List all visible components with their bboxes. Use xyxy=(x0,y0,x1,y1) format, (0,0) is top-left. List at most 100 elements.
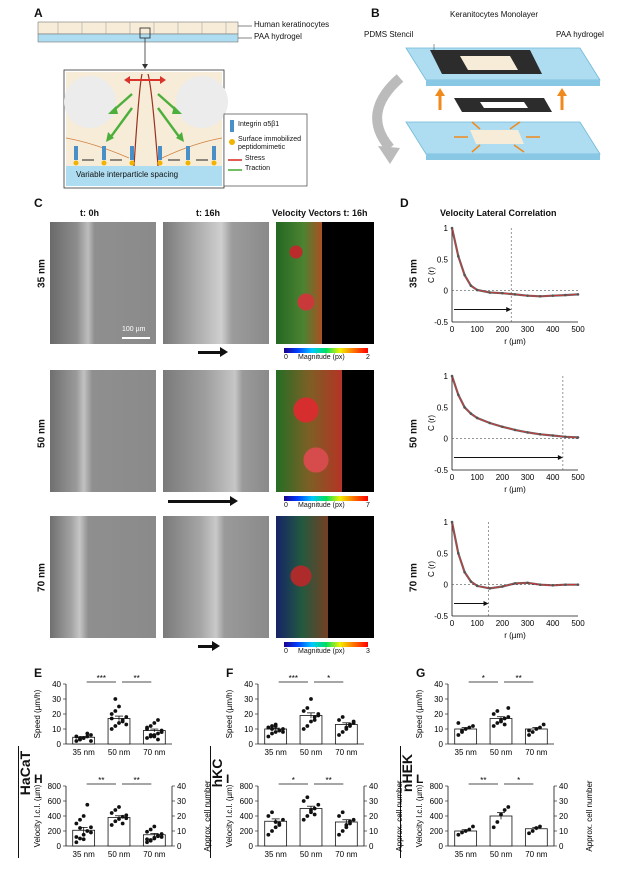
x-tick-label: 70 nm xyxy=(525,748,548,757)
y2-tick-label: 0 xyxy=(177,842,182,851)
x-axis-label: r (µm) xyxy=(504,631,526,640)
y-axis-label: Velocity l.c.l. (µm) xyxy=(33,784,42,847)
data-point xyxy=(109,712,114,716)
correlation-data-point xyxy=(551,434,555,437)
correlation-data-point xyxy=(576,293,580,296)
y-tick-label: 0 xyxy=(444,435,449,444)
data-point xyxy=(491,712,496,716)
y-tick-label: 200 xyxy=(430,827,444,836)
data-point xyxy=(145,837,149,842)
colorbar-50nm-min: 0 xyxy=(284,502,288,509)
data-point xyxy=(113,697,118,701)
y2-tick-label: 0 xyxy=(559,842,564,851)
correlation-data-point xyxy=(488,291,492,294)
data-point xyxy=(277,823,282,827)
y-tick-label: 0 xyxy=(444,581,449,590)
data-point xyxy=(152,721,157,725)
data-point xyxy=(156,833,160,838)
data-point xyxy=(113,819,118,824)
data-point xyxy=(344,725,349,730)
data-point xyxy=(348,819,352,824)
y2-tick-label: 40 xyxy=(559,782,568,791)
panel-d-title: Velocity Lateral Correlation xyxy=(440,208,557,218)
data-point xyxy=(152,734,157,739)
y-tick-label: -0.5 xyxy=(434,318,448,327)
panel-label-a: A xyxy=(34,6,43,20)
data-point xyxy=(124,816,129,821)
correlation-data-point xyxy=(551,294,555,297)
data-point xyxy=(527,728,531,733)
correlation-data-point xyxy=(463,570,466,574)
data-point xyxy=(340,715,345,719)
data-point xyxy=(89,830,93,835)
x-tick-label: 0 xyxy=(450,473,455,482)
x-tick-label: 200 xyxy=(496,473,510,482)
y-tick-label: 10 xyxy=(52,725,61,734)
colorbar-70nm-label: Magnitude (px) xyxy=(298,648,345,655)
correlation-data-point xyxy=(475,416,479,420)
correlation-data-point xyxy=(469,412,473,415)
panel-label-e: E xyxy=(34,666,43,680)
y-axis-label: Speed (µm/h) xyxy=(225,689,234,738)
data-point xyxy=(534,826,539,830)
data-point xyxy=(152,824,157,829)
x-tick-label: 100 xyxy=(471,473,485,482)
cell-line-divider-nhek xyxy=(400,746,401,858)
data-point xyxy=(109,823,114,827)
y-tick-label: 40 xyxy=(244,680,253,689)
data-point xyxy=(305,724,310,728)
x-tick-label: 500 xyxy=(571,325,585,334)
correlation-data-series xyxy=(450,375,579,439)
data-point xyxy=(506,805,511,809)
y-tick-label: 1 xyxy=(444,224,449,233)
data-point xyxy=(89,825,93,830)
y-tick-label: 400 xyxy=(430,812,444,821)
y2-axis-label: Approx. cell number xyxy=(395,780,404,851)
panel-label-h: H xyxy=(34,772,43,786)
correlation-data-point xyxy=(450,374,454,378)
x-tick-label: 500 xyxy=(571,473,585,482)
data-point xyxy=(266,832,271,837)
correlation-data-point xyxy=(469,284,473,287)
colorbar-50nm-max: 7 xyxy=(366,502,370,509)
correlation-fit-line xyxy=(451,521,578,589)
data-point xyxy=(502,808,507,812)
velocity-map-50nm xyxy=(276,370,374,492)
panel-label-b: B xyxy=(371,6,380,20)
micrograph-35nm-16h xyxy=(163,222,269,344)
y2-tick-label: 10 xyxy=(559,827,568,836)
correlation-data-point xyxy=(576,436,580,439)
significance-label: * xyxy=(327,674,330,683)
x-tick-label: 50 nm xyxy=(490,850,513,859)
migration-arrowhead-50nm xyxy=(230,496,238,506)
data-point xyxy=(316,802,321,807)
data-point xyxy=(340,730,345,734)
correlation-data-point xyxy=(501,425,504,429)
y-axis-label: Velocity l.c.l. (µm) xyxy=(225,784,234,847)
data-point xyxy=(78,836,82,841)
data-point xyxy=(85,734,90,739)
correlation-data-point xyxy=(564,435,567,439)
panel-b-diagram xyxy=(372,44,601,164)
scale-bar-label: 100 µm xyxy=(122,326,146,333)
panel-d-row-label-70: 70 nm xyxy=(408,563,420,592)
data-point xyxy=(541,722,546,727)
data-point xyxy=(148,827,153,832)
data-point xyxy=(270,829,274,833)
correlation-data-point xyxy=(501,585,504,588)
x-tick-label: 200 xyxy=(496,619,510,628)
colorbar-35nm-max: 2 xyxy=(366,354,370,361)
col-header-velocity: Velocity Vectors t: 16h xyxy=(272,208,368,218)
y-tick-label: 800 xyxy=(430,782,444,791)
panel-label-g: G xyxy=(416,666,426,680)
bar xyxy=(524,828,548,847)
significance-label: *** xyxy=(97,674,106,683)
x-tick-label: 35 nm xyxy=(265,748,288,757)
data-point xyxy=(301,799,306,803)
x-tick-label: 300 xyxy=(521,619,535,628)
significance-label: * xyxy=(482,674,485,683)
data-point xyxy=(456,832,461,837)
